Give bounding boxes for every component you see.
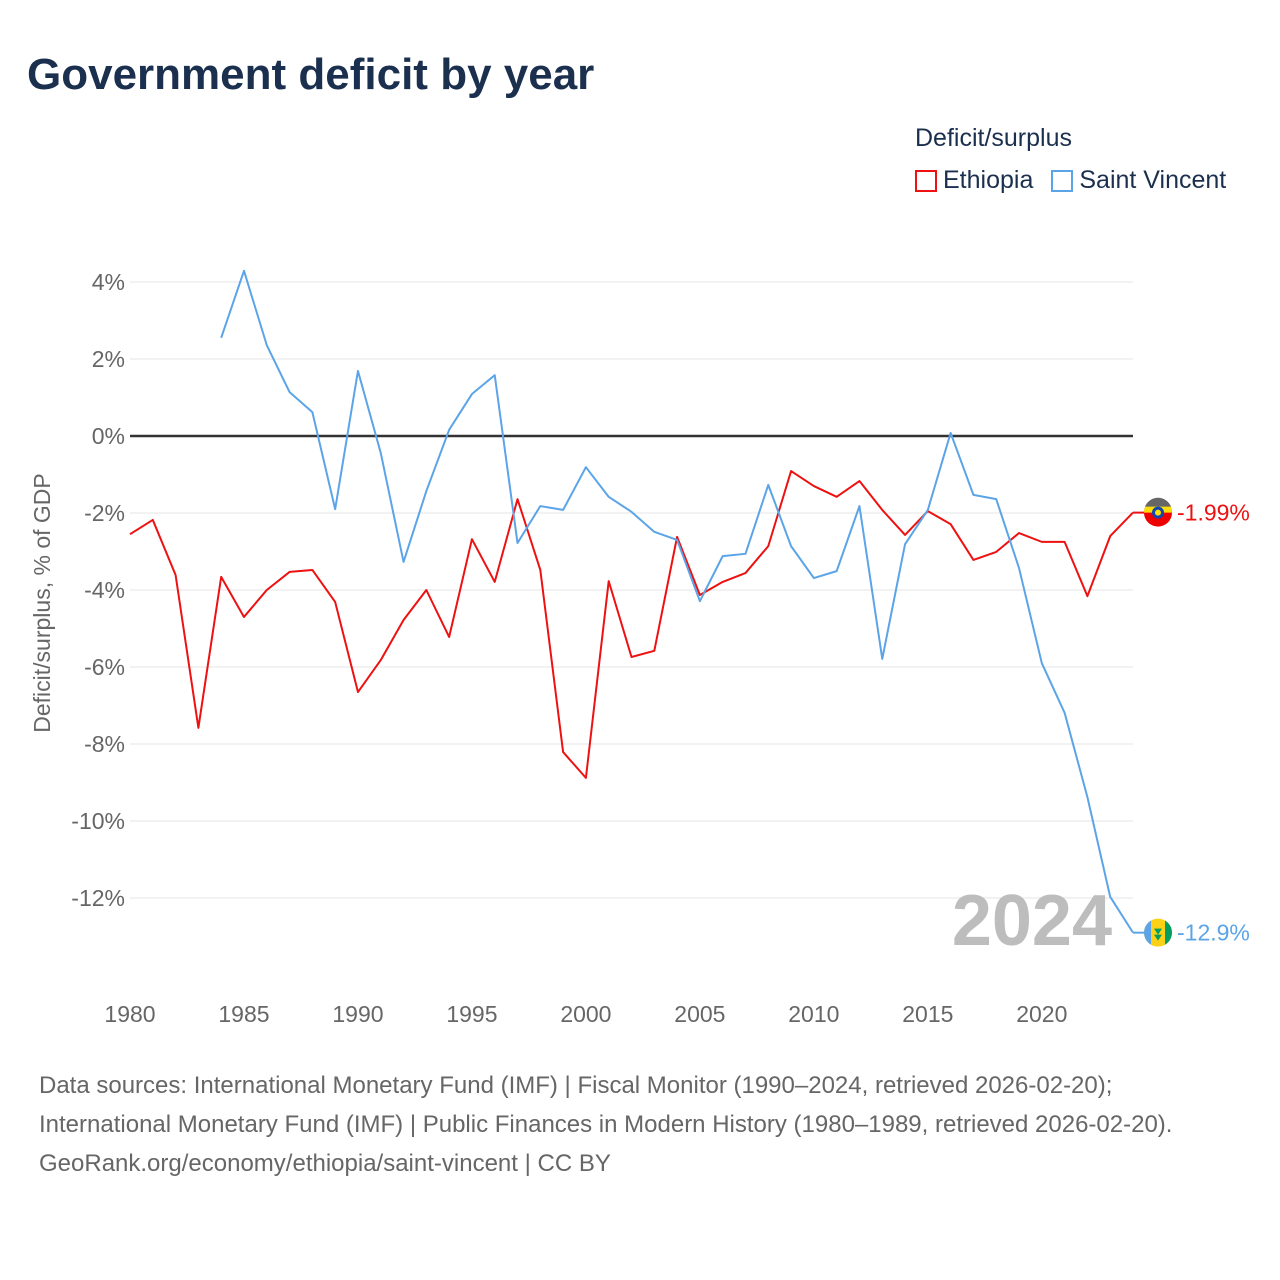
y-tick-label: -6% [84, 654, 125, 680]
x-tick-label: 1980 [104, 1001, 155, 1027]
legend-swatch-saint-vincent [1051, 169, 1074, 192]
flag-saint-vincent-icon [1144, 920, 1151, 945]
data-sources: Data sources: International Monetary Fun… [39, 1072, 1173, 1138]
y-tick-label: 2% [92, 346, 125, 372]
x-tick-label: 2015 [902, 1001, 953, 1027]
attribution-link[interactable]: GeoRank.org/economy/ethiopia/saint-vince… [39, 1150, 611, 1177]
x-tick-label: 2010 [788, 1001, 839, 1027]
flag-saint-vincent-icon [1154, 928, 1162, 941]
line-chart: 4% 2% 0% -2% -4% -6% -8% -10% -12% 1980 1985 1990 19… [29, 269, 1250, 1027]
y-tick-label: 0% [92, 423, 125, 449]
legend-label: Saint Vincent [1079, 166, 1227, 194]
legend: Ethiopia Saint Vincent [915, 166, 1226, 195]
x-tick-label: 1985 [218, 1001, 269, 1027]
legend-swatch-ethiopia [915, 169, 937, 192]
y-tick-label: -10% [71, 808, 125, 834]
flag-ethiopia-icon [1145, 497, 1171, 507]
y-tick-label: -2% [84, 500, 125, 526]
x-tick-label: 2005 [674, 1001, 725, 1027]
y-tick-label: -4% [84, 577, 125, 603]
y-axis-label: Deficit/surplus, % of GDP [29, 473, 55, 732]
year-overlay: 2024 [952, 881, 1112, 961]
legend-title: Deficit/surplus [915, 124, 1072, 152]
x-tick-label: 1990 [332, 1001, 383, 1027]
x-tick-label: 1995 [446, 1001, 497, 1027]
y-tick-label: -8% [84, 731, 125, 757]
flag-ethiopia-icon [1155, 509, 1161, 516]
chart-title: Government deficit by year [27, 50, 595, 99]
source-note: Data sources: International Monetary Fun… [39, 1066, 1239, 1183]
y-tick-label: 4% [92, 269, 125, 295]
end-value-label: -12.9% [1177, 920, 1250, 946]
x-tick-label: 2020 [1016, 1001, 1067, 1027]
flag-saint-vincent-icon [1165, 920, 1172, 945]
x-tick-label: 2000 [560, 1001, 611, 1027]
legend-item-saint-vincent[interactable]: Saint Vincent [1051, 166, 1226, 195]
y-tick-label: -12% [71, 885, 125, 911]
legend-label: Ethiopia [943, 166, 1034, 194]
series-line-ethiopia [129, 470, 1134, 779]
legend-item-ethiopia[interactable]: Ethiopia [915, 166, 1033, 195]
series-line-saint-vincent [220, 269, 1134, 934]
end-value-label: -1.99% [1177, 500, 1250, 526]
